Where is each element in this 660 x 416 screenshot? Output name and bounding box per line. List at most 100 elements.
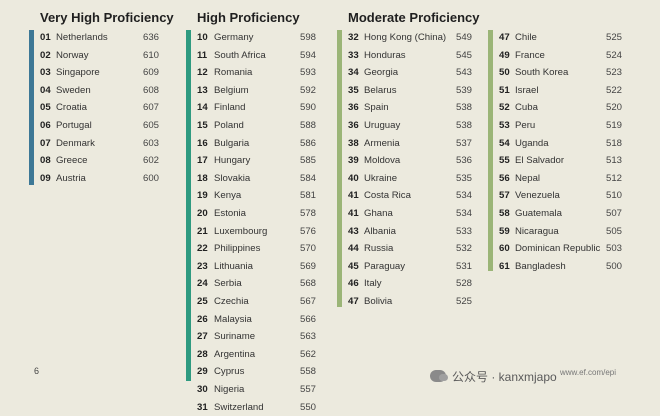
rank-number: 46 bbox=[348, 278, 359, 290]
ranking-row: 31 Switzerland 550 bbox=[186, 400, 316, 416]
ranking-row: 32 Hong Kong (China) 549 bbox=[337, 30, 472, 46]
high-color-bar bbox=[186, 30, 191, 381]
proficiency-score: 586 bbox=[299, 137, 316, 149]
country-name: France bbox=[515, 49, 545, 61]
proficiency-score: 532 bbox=[455, 243, 472, 255]
rank-number: 40 bbox=[348, 172, 359, 184]
ranking-row: 22 Philippines 570 bbox=[186, 241, 316, 257]
ranking-row: 45 Paraguay 531 bbox=[337, 259, 472, 275]
proficiency-score: 525 bbox=[605, 32, 622, 43]
proficiency-score: 537 bbox=[455, 137, 472, 149]
rank-number: 57 bbox=[499, 190, 510, 202]
proficiency-score: 539 bbox=[455, 84, 472, 96]
ranking-row: 44 Russia 532 bbox=[337, 241, 472, 257]
rank-number: 02 bbox=[40, 49, 51, 61]
ranking-row: 03 Singapore 609 bbox=[29, 65, 159, 81]
rank-number: 03 bbox=[40, 67, 51, 79]
proficiency-score: 500 bbox=[605, 260, 622, 272]
rank-number: 41 bbox=[348, 208, 359, 219]
moderate-continued-color-bar bbox=[488, 30, 493, 271]
rank-number: 05 bbox=[40, 102, 51, 114]
rank-number: 53 bbox=[499, 120, 510, 131]
country-name: Singapore bbox=[56, 67, 100, 79]
ranking-row: 33 Honduras 545 bbox=[337, 48, 472, 64]
rank-number: 18 bbox=[197, 172, 208, 184]
country-name: South Korea bbox=[515, 67, 569, 79]
country-name: Moldova bbox=[364, 155, 401, 167]
rank-number: 60 bbox=[499, 243, 510, 255]
rank-number: 07 bbox=[40, 137, 51, 149]
source-url: www.ef.com/epi bbox=[560, 368, 617, 377]
proficiency-score: 523 bbox=[605, 67, 622, 79]
ranking-row: 49 France 524 bbox=[488, 48, 622, 64]
rank-number: 30 bbox=[197, 384, 208, 395]
rank-number: 20 bbox=[197, 208, 208, 219]
proficiency-score: 531 bbox=[455, 260, 472, 272]
proficiency-score: 602 bbox=[142, 155, 159, 167]
country-name: Slovakia bbox=[214, 172, 251, 184]
proficiency-score: 558 bbox=[299, 366, 316, 378]
rank-number: 58 bbox=[499, 208, 510, 219]
proficiency-score: 590 bbox=[299, 102, 316, 114]
ranking-row: 01 Netherlands 636 bbox=[29, 30, 159, 46]
rank-number: 04 bbox=[40, 84, 51, 96]
country-name: Armenia bbox=[364, 137, 400, 149]
proficiency-score: 528 bbox=[455, 278, 472, 290]
country-name: Czechia bbox=[214, 296, 249, 307]
country-name: Serbia bbox=[214, 278, 242, 290]
rank-number: 01 bbox=[40, 32, 51, 43]
ranking-row: 05 Croatia 607 bbox=[29, 100, 159, 116]
proficiency-score: 534 bbox=[455, 208, 472, 219]
rank-number: 54 bbox=[499, 137, 510, 149]
ranking-row: 52 Cuba 520 bbox=[488, 100, 622, 116]
country-name: Finland bbox=[214, 102, 246, 114]
ranking-row: 12 Romania 593 bbox=[186, 65, 316, 81]
rank-number: 47 bbox=[348, 296, 359, 307]
proficiency-score: 535 bbox=[455, 172, 472, 184]
country-name: Hungary bbox=[214, 155, 251, 167]
ranking-row: 46 Italy 528 bbox=[337, 276, 472, 292]
country-name: Bolivia bbox=[364, 296, 393, 307]
rank-number: 36 bbox=[348, 120, 359, 131]
proficiency-score: 584 bbox=[299, 172, 316, 184]
country-name: Kenya bbox=[214, 190, 242, 202]
high-list: 10 Germany 598 11 South Africa 594 12 Romania 59… bbox=[186, 30, 316, 413]
proficiency-score: 568 bbox=[299, 278, 316, 290]
country-name: Nicaragua bbox=[515, 225, 559, 237]
ranking-row: 14 Finland 590 bbox=[186, 100, 316, 116]
country-name: Peru bbox=[515, 120, 536, 131]
ranking-row: 19 Kenya 581 bbox=[186, 188, 316, 204]
ranking-row: 55 El Salvador 513 bbox=[488, 153, 622, 169]
ranking-row: 43 Albania 533 bbox=[337, 224, 472, 240]
rank-number: 61 bbox=[499, 260, 510, 272]
ranking-row: 04 Sweden 608 bbox=[29, 83, 159, 99]
proficiency-score: 505 bbox=[605, 225, 622, 237]
country-name: Netherlands bbox=[56, 32, 108, 43]
rank-number: 28 bbox=[197, 348, 208, 360]
ranking-row: 27 Suriname 563 bbox=[186, 329, 316, 345]
country-name: Italy bbox=[364, 278, 382, 290]
rank-number: 22 bbox=[197, 243, 208, 255]
country-name: Germany bbox=[214, 32, 254, 43]
country-name: Argentina bbox=[214, 348, 256, 360]
proficiency-score: 576 bbox=[299, 225, 316, 237]
proficiency-score: 593 bbox=[299, 67, 316, 79]
rank-number: 38 bbox=[348, 137, 359, 149]
proficiency-score: 513 bbox=[605, 155, 622, 167]
proficiency-score: 581 bbox=[299, 190, 316, 202]
proficiency-score: 536 bbox=[455, 155, 472, 167]
ranking-row: 41 Ghana 534 bbox=[337, 206, 472, 222]
country-name: South Africa bbox=[214, 49, 266, 61]
country-name: Suriname bbox=[214, 331, 256, 343]
rank-number: 41 bbox=[348, 190, 359, 202]
ranking-row: 47 Bolivia 525 bbox=[337, 294, 472, 310]
country-name: Georgia bbox=[364, 67, 399, 79]
ranking-row: 18 Slovakia 584 bbox=[186, 171, 316, 187]
ranking-row: 24 Serbia 568 bbox=[186, 276, 316, 292]
proficiency-score: 585 bbox=[299, 155, 316, 167]
ranking-row: 10 Germany 598 bbox=[186, 30, 316, 46]
country-name: Cuba bbox=[515, 102, 538, 114]
country-name: Greece bbox=[56, 155, 88, 167]
country-name: Croatia bbox=[56, 102, 87, 114]
country-name: Denmark bbox=[56, 137, 95, 149]
